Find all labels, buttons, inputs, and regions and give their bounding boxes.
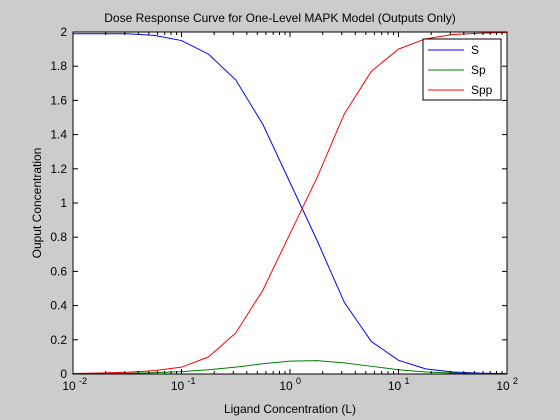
y-axis-label: Ouput Concentration [30, 148, 44, 259]
series-line-s [73, 33, 508, 375]
legend-label-spp: Spp [471, 83, 493, 97]
y-tick-label: 0.8 [50, 230, 67, 244]
x-tick-label: 10 [279, 379, 293, 393]
y-tick-label: 1.8 [50, 59, 67, 73]
x-tick-label: 10 [62, 379, 76, 393]
x-tick-exponent: -1 [188, 376, 196, 386]
series-line-sp [72, 360, 508, 375]
y-tick-label: 0.2 [50, 333, 67, 347]
y-tick-label: 0 [60, 367, 67, 381]
y-tick-label: 1 [60, 196, 67, 210]
y-tick-label: 1.4 [50, 128, 67, 142]
y-tick-label: 1.6 [50, 93, 67, 107]
legend-label-s: S [471, 43, 479, 57]
legend-label-sp: Sp [471, 63, 486, 77]
y-tick-label: 0.6 [50, 264, 67, 278]
series-line-spp [72, 32, 508, 374]
x-tick-exponent: -2 [79, 376, 87, 386]
y-tick-label: 2 [60, 25, 67, 39]
x-tick-exponent: 0 [296, 376, 301, 386]
x-tick-exponent: 1 [405, 376, 410, 386]
y-tick-label: 0.4 [50, 299, 67, 313]
x-tick-label: 10 [388, 379, 402, 393]
x-axis-label: Ligand Concentration (L) [224, 402, 356, 416]
y-tick-label: 1.2 [50, 162, 67, 176]
legend: S Sp Spp [422, 38, 502, 101]
x-tick-label: 10 [171, 379, 185, 393]
chart-title: Dose Response Curve for One-Level MAPK M… [104, 11, 455, 25]
series-layer [72, 32, 508, 375]
x-tick-exponent: 2 [513, 376, 518, 386]
x-tick-label: 10 [496, 379, 510, 393]
